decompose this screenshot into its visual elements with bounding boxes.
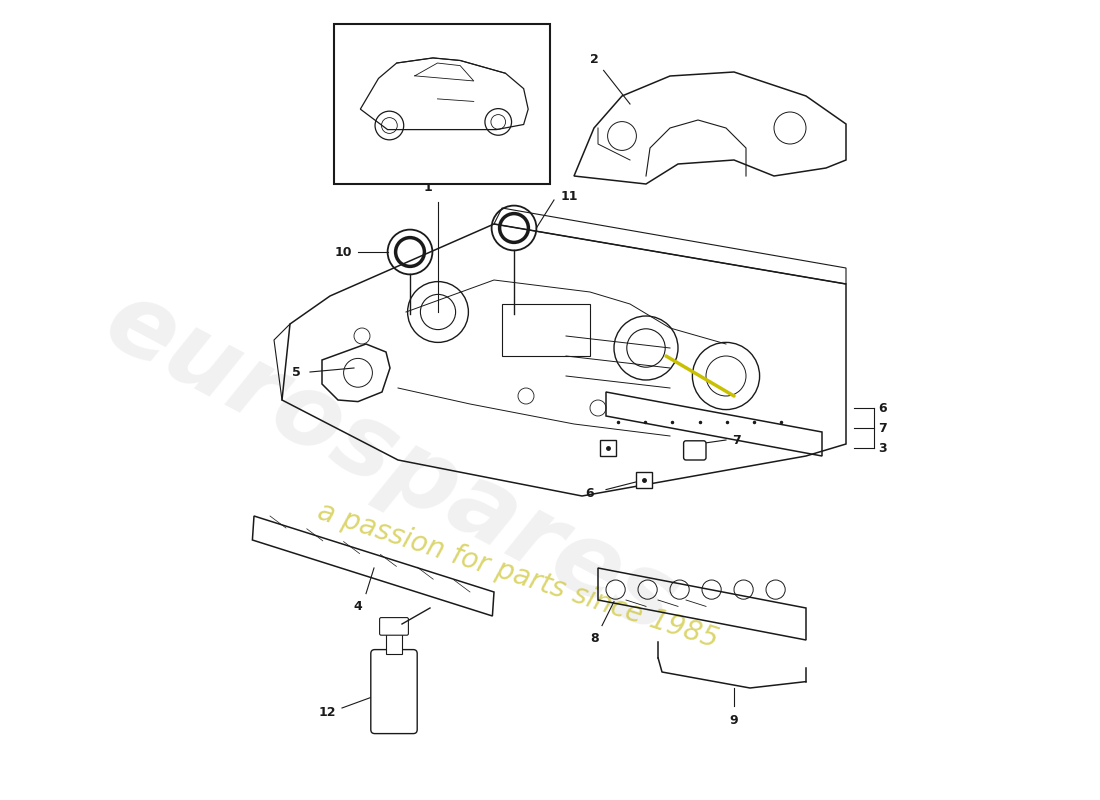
Text: 10: 10 (334, 246, 352, 258)
Text: 6: 6 (585, 487, 594, 500)
Text: 9: 9 (729, 714, 738, 726)
Text: 6: 6 (878, 402, 887, 414)
Text: 1: 1 (424, 181, 432, 194)
FancyBboxPatch shape (379, 618, 408, 635)
FancyBboxPatch shape (371, 650, 417, 734)
Text: 11: 11 (560, 190, 578, 202)
Text: 7: 7 (878, 422, 887, 434)
Text: 2: 2 (591, 53, 600, 66)
Bar (636, 472, 651, 488)
Text: 3: 3 (878, 442, 887, 454)
Bar (386, 634, 402, 654)
Text: 8: 8 (591, 632, 600, 645)
FancyBboxPatch shape (683, 441, 706, 460)
Text: a passion for parts since 1985: a passion for parts since 1985 (315, 498, 722, 654)
Text: 5: 5 (292, 366, 300, 378)
Bar (502, 304, 590, 356)
Text: 4: 4 (353, 600, 362, 613)
Text: 7: 7 (733, 434, 741, 446)
Bar (600, 440, 616, 456)
Bar (334, 24, 550, 184)
Text: eurospares: eurospares (88, 273, 692, 655)
Text: 12: 12 (319, 706, 337, 718)
